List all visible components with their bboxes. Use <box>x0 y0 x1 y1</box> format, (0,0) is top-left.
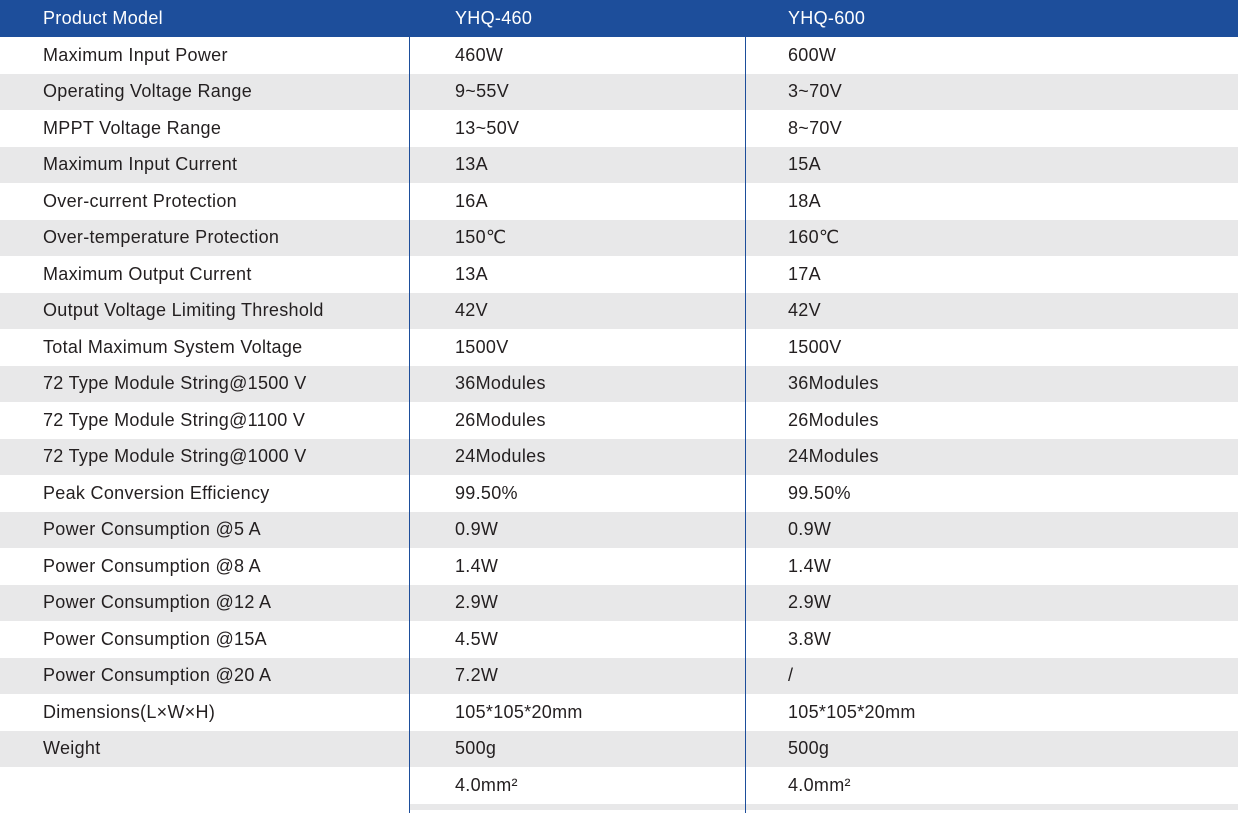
row-label: Power Consumption @12 A <box>43 592 272 613</box>
table-row: Output Voltage Limiting Threshold 42V 42… <box>0 292 1238 329</box>
table-row: 4.0mm² 4.0mm² <box>0 767 1238 804</box>
row-label: 72 Type Module String@1500 V <box>43 373 307 394</box>
row-label: Operating Voltage Range <box>43 81 253 102</box>
row-value-yhq-600: 4.0mm² <box>788 774 851 795</box>
row-value-yhq-460: 2.9W <box>455 592 499 613</box>
table-bottom-strip <box>0 803 1238 810</box>
row-value-yhq-460: 26Modules <box>455 409 546 430</box>
row-value-yhq-460: 13A <box>455 154 488 175</box>
row-value-yhq-460: 7.2W <box>455 665 499 686</box>
row-value-yhq-460: 9~55V <box>455 81 510 102</box>
table-row: MPPT Voltage Range 13~50V 8~70V <box>0 110 1238 147</box>
row-label: Maximum Input Current <box>43 154 238 175</box>
row-label: Maximum Input Power <box>43 44 228 65</box>
table-row: Maximum Input Power 460W 600W <box>0 37 1238 74</box>
row-value-yhq-600: 3~70V <box>788 81 843 102</box>
row-value-yhq-600: 36Modules <box>788 373 879 394</box>
row-value-yhq-460: 13A <box>455 263 488 284</box>
row-value-yhq-460: 150℃ <box>455 227 507 248</box>
row-label: Over-current Protection <box>43 190 237 211</box>
row-value-yhq-460: 36Modules <box>455 373 546 394</box>
table-row: Over-current Protection 16A 18A <box>0 183 1238 220</box>
row-value-yhq-600: 2.9W <box>788 592 832 613</box>
row-value-yhq-600: 15A <box>788 154 821 175</box>
table-row: Operating Voltage Range 9~55V 3~70V <box>0 73 1238 110</box>
row-value-yhq-460: 99.50% <box>455 482 518 503</box>
header-cell-product-model: Product Model <box>43 8 163 28</box>
row-label: Power Consumption @8 A <box>43 555 261 576</box>
row-value-yhq-600: / <box>788 665 794 686</box>
table-row: Over-temperature Protection 150℃ 160℃ <box>0 219 1238 256</box>
row-value-yhq-460: 24Modules <box>455 446 546 467</box>
row-value-yhq-460: 16A <box>455 190 488 211</box>
table-row: Maximum Input Current 13A 15A <box>0 146 1238 183</box>
table-row: Power Consumption @20 A 7.2W / <box>0 657 1238 694</box>
row-value-yhq-600: 1500V <box>788 336 842 357</box>
row-label: Peak Conversion Efficiency <box>43 482 270 503</box>
row-value-yhq-600: 24Modules <box>788 446 879 467</box>
row-label: 72 Type Module String@1000 V <box>43 446 307 467</box>
header-cell-yhq-600: YHQ-600 <box>788 8 866 28</box>
row-label: Weight <box>43 738 101 759</box>
row-value-yhq-600: 17A <box>788 263 821 284</box>
row-value-yhq-600: 3.8W <box>788 628 832 649</box>
row-value-yhq-460: 460W <box>455 44 504 65</box>
row-value-yhq-600: 500g <box>788 738 830 759</box>
row-value-yhq-600: 26Modules <box>788 409 879 430</box>
table-row: Peak Conversion Efficiency 99.50% 99.50% <box>0 475 1238 512</box>
row-value-yhq-600: 42V <box>788 300 821 321</box>
column-divider <box>409 0 410 813</box>
column-divider <box>745 0 746 813</box>
table-row: Power Consumption @12 A 2.9W 2.9W <box>0 584 1238 621</box>
header-cell-yhq-460: YHQ-460 <box>455 8 533 28</box>
row-value-yhq-460: 500g <box>455 738 497 759</box>
row-label: Over-temperature Protection <box>43 227 280 248</box>
table-header-row: Product Model YHQ-460 YHQ-600 <box>0 0 1238 37</box>
table-row: Weight 500g 500g <box>0 730 1238 767</box>
row-value-yhq-600: 99.50% <box>788 482 851 503</box>
table-row: 72 Type Module String@1500 V 36Modules 3… <box>0 365 1238 402</box>
row-label: Maximum Output Current <box>43 263 252 284</box>
row-label: Power Consumption @15A <box>43 628 267 649</box>
row-value-yhq-460: 4.0mm² <box>455 774 518 795</box>
row-label: Total Maximum System Voltage <box>43 336 303 357</box>
row-value-yhq-600: 600W <box>788 44 837 65</box>
row-value-yhq-600: 160℃ <box>788 227 840 248</box>
row-value-yhq-600: 105*105*20mm <box>788 701 916 722</box>
table-row: 72 Type Module String@1000 V 24Modules 2… <box>0 438 1238 475</box>
row-value-yhq-460: 1.4W <box>455 555 499 576</box>
row-label: Power Consumption @5 A <box>43 519 261 540</box>
row-label: 72 Type Module String@1100 V <box>43 409 306 430</box>
row-value-yhq-600: 8~70V <box>788 117 843 138</box>
table-row: 72 Type Module String@1100 V 26Modules 2… <box>0 402 1238 439</box>
row-label: Output Voltage Limiting Threshold <box>43 300 324 321</box>
row-value-yhq-460: 42V <box>455 300 488 321</box>
row-value-yhq-600: 0.9W <box>788 519 832 540</box>
row-value-yhq-460: 0.9W <box>455 519 499 540</box>
row-label <box>43 767 403 804</box>
row-value-yhq-460: 1500V <box>455 336 509 357</box>
table-row: Maximum Output Current 13A 17A <box>0 256 1238 293</box>
table-row: Total Maximum System Voltage 1500V 1500V <box>0 329 1238 366</box>
table-row: Power Consumption @5 A 0.9W 0.9W <box>0 511 1238 548</box>
row-label: Dimensions(L×W×H) <box>43 701 216 722</box>
row-value-yhq-460: 4.5W <box>455 628 499 649</box>
table-row: Power Consumption @8 A 1.4W 1.4W <box>0 548 1238 585</box>
row-value-yhq-460: 105*105*20mm <box>455 701 583 722</box>
row-label: MPPT Voltage Range <box>43 117 222 138</box>
row-value-yhq-600: 1.4W <box>788 555 832 576</box>
table-row: Power Consumption @15A 4.5W 3.8W <box>0 621 1238 658</box>
row-value-yhq-600: 18A <box>788 190 821 211</box>
row-label: Power Consumption @20 A <box>43 665 272 686</box>
table-row: Dimensions(L×W×H) 105*105*20mm 105*105*2… <box>0 694 1238 731</box>
row-value-yhq-460: 13~50V <box>455 117 520 138</box>
